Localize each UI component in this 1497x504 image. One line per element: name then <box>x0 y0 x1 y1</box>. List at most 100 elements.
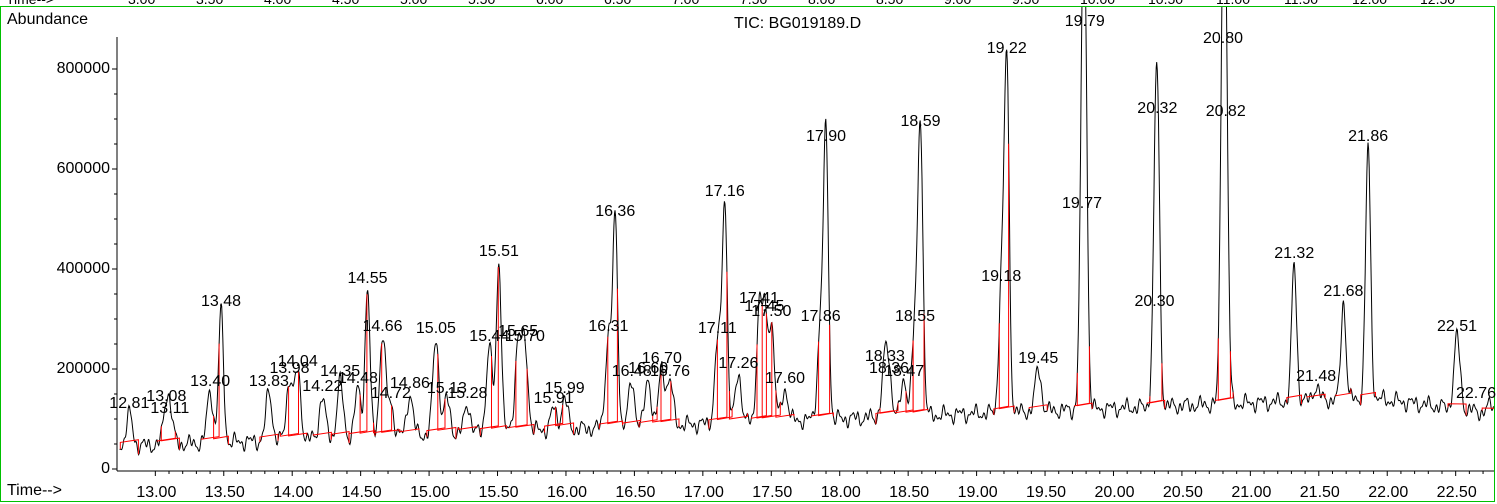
integration-baseline <box>259 433 279 442</box>
integration-baseline <box>1481 407 1494 411</box>
peak-label: 13.98 <box>269 360 310 377</box>
peak-label: 17.45 <box>744 297 785 315</box>
integration-baseline <box>555 407 575 435</box>
integration-baseline <box>515 360 535 434</box>
peak-label: 14.22 <box>302 377 343 395</box>
x-tick-label: 22.00 <box>1368 484 1409 501</box>
integration-baseline <box>437 354 457 439</box>
integration-baseline <box>775 390 795 418</box>
peak-label: 15.51 <box>478 242 519 260</box>
integration-baseline <box>1149 396 1166 409</box>
chart-title: TIC: BG019189.D <box>734 15 862 32</box>
integration-baseline <box>400 428 420 433</box>
top-strip-tick-label: 6.50 <box>604 0 631 7</box>
x-tick-label: 14.00 <box>273 484 314 501</box>
top-strip-tick-label: 9.50 <box>1012 0 1039 7</box>
integration-baseline <box>1076 372 1093 409</box>
top-strip-label: Time--> <box>6 0 54 7</box>
integration-baseline <box>879 403 899 414</box>
top-strip-tick-label: 12.00 <box>1352 0 1387 7</box>
integration-baseline <box>381 343 401 433</box>
peak-label: 14.86 <box>389 375 430 392</box>
x-tick-label: 15.00 <box>410 484 451 501</box>
peak-label: 18.55 <box>895 307 936 325</box>
x-tick-label: 17.00 <box>683 484 724 501</box>
peak-label: 22.76 <box>1456 385 1497 402</box>
top-strip-tick-label: 5.50 <box>468 0 495 7</box>
chart-frame: Abundance TIC: BG019189.D Time--> 0 20000… <box>0 6 1497 502</box>
top-strip-tick-label: 11.50 <box>1284 0 1318 7</box>
integration-baseline <box>716 339 733 421</box>
integration-baseline <box>818 341 834 417</box>
y-axis-label: Abundance <box>7 11 88 28</box>
peak-label: 18.47 <box>884 362 925 380</box>
integration-baseline <box>1286 394 1302 405</box>
x-tick-label: 15.50 <box>478 484 519 501</box>
peak-label: 21.68 <box>1323 282 1364 300</box>
integration-baseline <box>213 416 229 445</box>
top-strip-tick-label: 12.50 <box>1420 0 1455 7</box>
integration-baseline <box>279 370 299 437</box>
top-strip-tick-label: 4.00 <box>264 0 291 7</box>
peak-label: 15.44 <box>469 327 510 345</box>
integration-baseline <box>508 368 528 428</box>
peak-label: 16.70 <box>641 350 682 367</box>
integration-group <box>119 143 1494 455</box>
integration-baseline <box>544 405 564 433</box>
x-tick-label: 14.50 <box>341 484 382 501</box>
integration-baseline <box>426 398 446 437</box>
peak-label: 21.48 <box>1296 367 1337 385</box>
peak-label: 16.36 <box>595 202 636 220</box>
top-strip-tick-label: 4.50 <box>332 0 359 7</box>
integration-baseline <box>1028 404 1048 411</box>
x-tick-label: 22.50 <box>1436 484 1477 501</box>
peak-label: 13.08 <box>146 387 187 405</box>
integration-baseline <box>993 143 1010 415</box>
peak-label: 17.11 <box>697 320 737 337</box>
peak-label: 18.59 <box>900 112 941 130</box>
axes-group <box>112 37 1494 476</box>
peak-label: 14.55 <box>347 270 388 287</box>
peak-label: 14.66 <box>362 317 403 335</box>
integration-baseline <box>200 343 220 440</box>
peak-label: 15.28 <box>447 385 488 402</box>
y-tick-label: 200000 <box>56 360 110 377</box>
top-strip-tick-label: 3.50 <box>196 0 223 7</box>
top-strip-tick-label: 10.50 <box>1148 0 1183 7</box>
peak-label: 16.76 <box>650 362 691 380</box>
integration-baseline <box>905 313 925 413</box>
peak-label: 22.51 <box>1437 317 1478 335</box>
x-axis-label: Time--> <box>7 482 62 499</box>
peak-label: 18.36 <box>869 360 910 377</box>
peak-label: 20.82 <box>1205 102 1246 120</box>
top-strip-tick-label: 5.00 <box>400 0 427 7</box>
peak-label: 15.65 <box>498 322 539 340</box>
x-tick-label: 18.00 <box>820 484 861 501</box>
peak-label: 14.72 <box>370 385 411 402</box>
peak-label: 17.50 <box>751 302 792 320</box>
peak-label: 19.18 <box>981 267 1022 285</box>
y-tick-label: 400000 <box>56 260 110 277</box>
integration-baseline <box>1335 388 1352 397</box>
peak-label: 16.31 <box>588 317 629 335</box>
integration-baseline <box>457 426 477 430</box>
y-tick-label: 600000 <box>56 160 110 177</box>
x-tick-label: 17.50 <box>752 484 793 501</box>
integration-baseline <box>1217 338 1234 401</box>
integration-baseline <box>811 324 831 417</box>
peak-label: 19.77 <box>1062 195 1103 212</box>
x-tick-label: 21.50 <box>1299 484 1340 501</box>
x-tick-label: 18.50 <box>889 484 930 501</box>
integration-baseline <box>1447 403 1467 416</box>
peak-label: 19.22 <box>986 40 1027 57</box>
top-strip-tick-label: 8.50 <box>876 0 903 7</box>
top-strip-tick-label: 7.00 <box>672 0 699 7</box>
x-tick-label: 13.00 <box>136 484 177 501</box>
top-strip-tick-label: 8.00 <box>808 0 835 7</box>
integration-baseline <box>622 418 642 425</box>
top-strip-tick-label: 9.00 <box>944 0 971 7</box>
peak-label: 15.70 <box>504 327 545 345</box>
peak-label: 19.79 <box>1064 12 1105 30</box>
peak-label: 13.11 <box>150 400 190 417</box>
y-tick-label: 800000 <box>56 60 110 77</box>
